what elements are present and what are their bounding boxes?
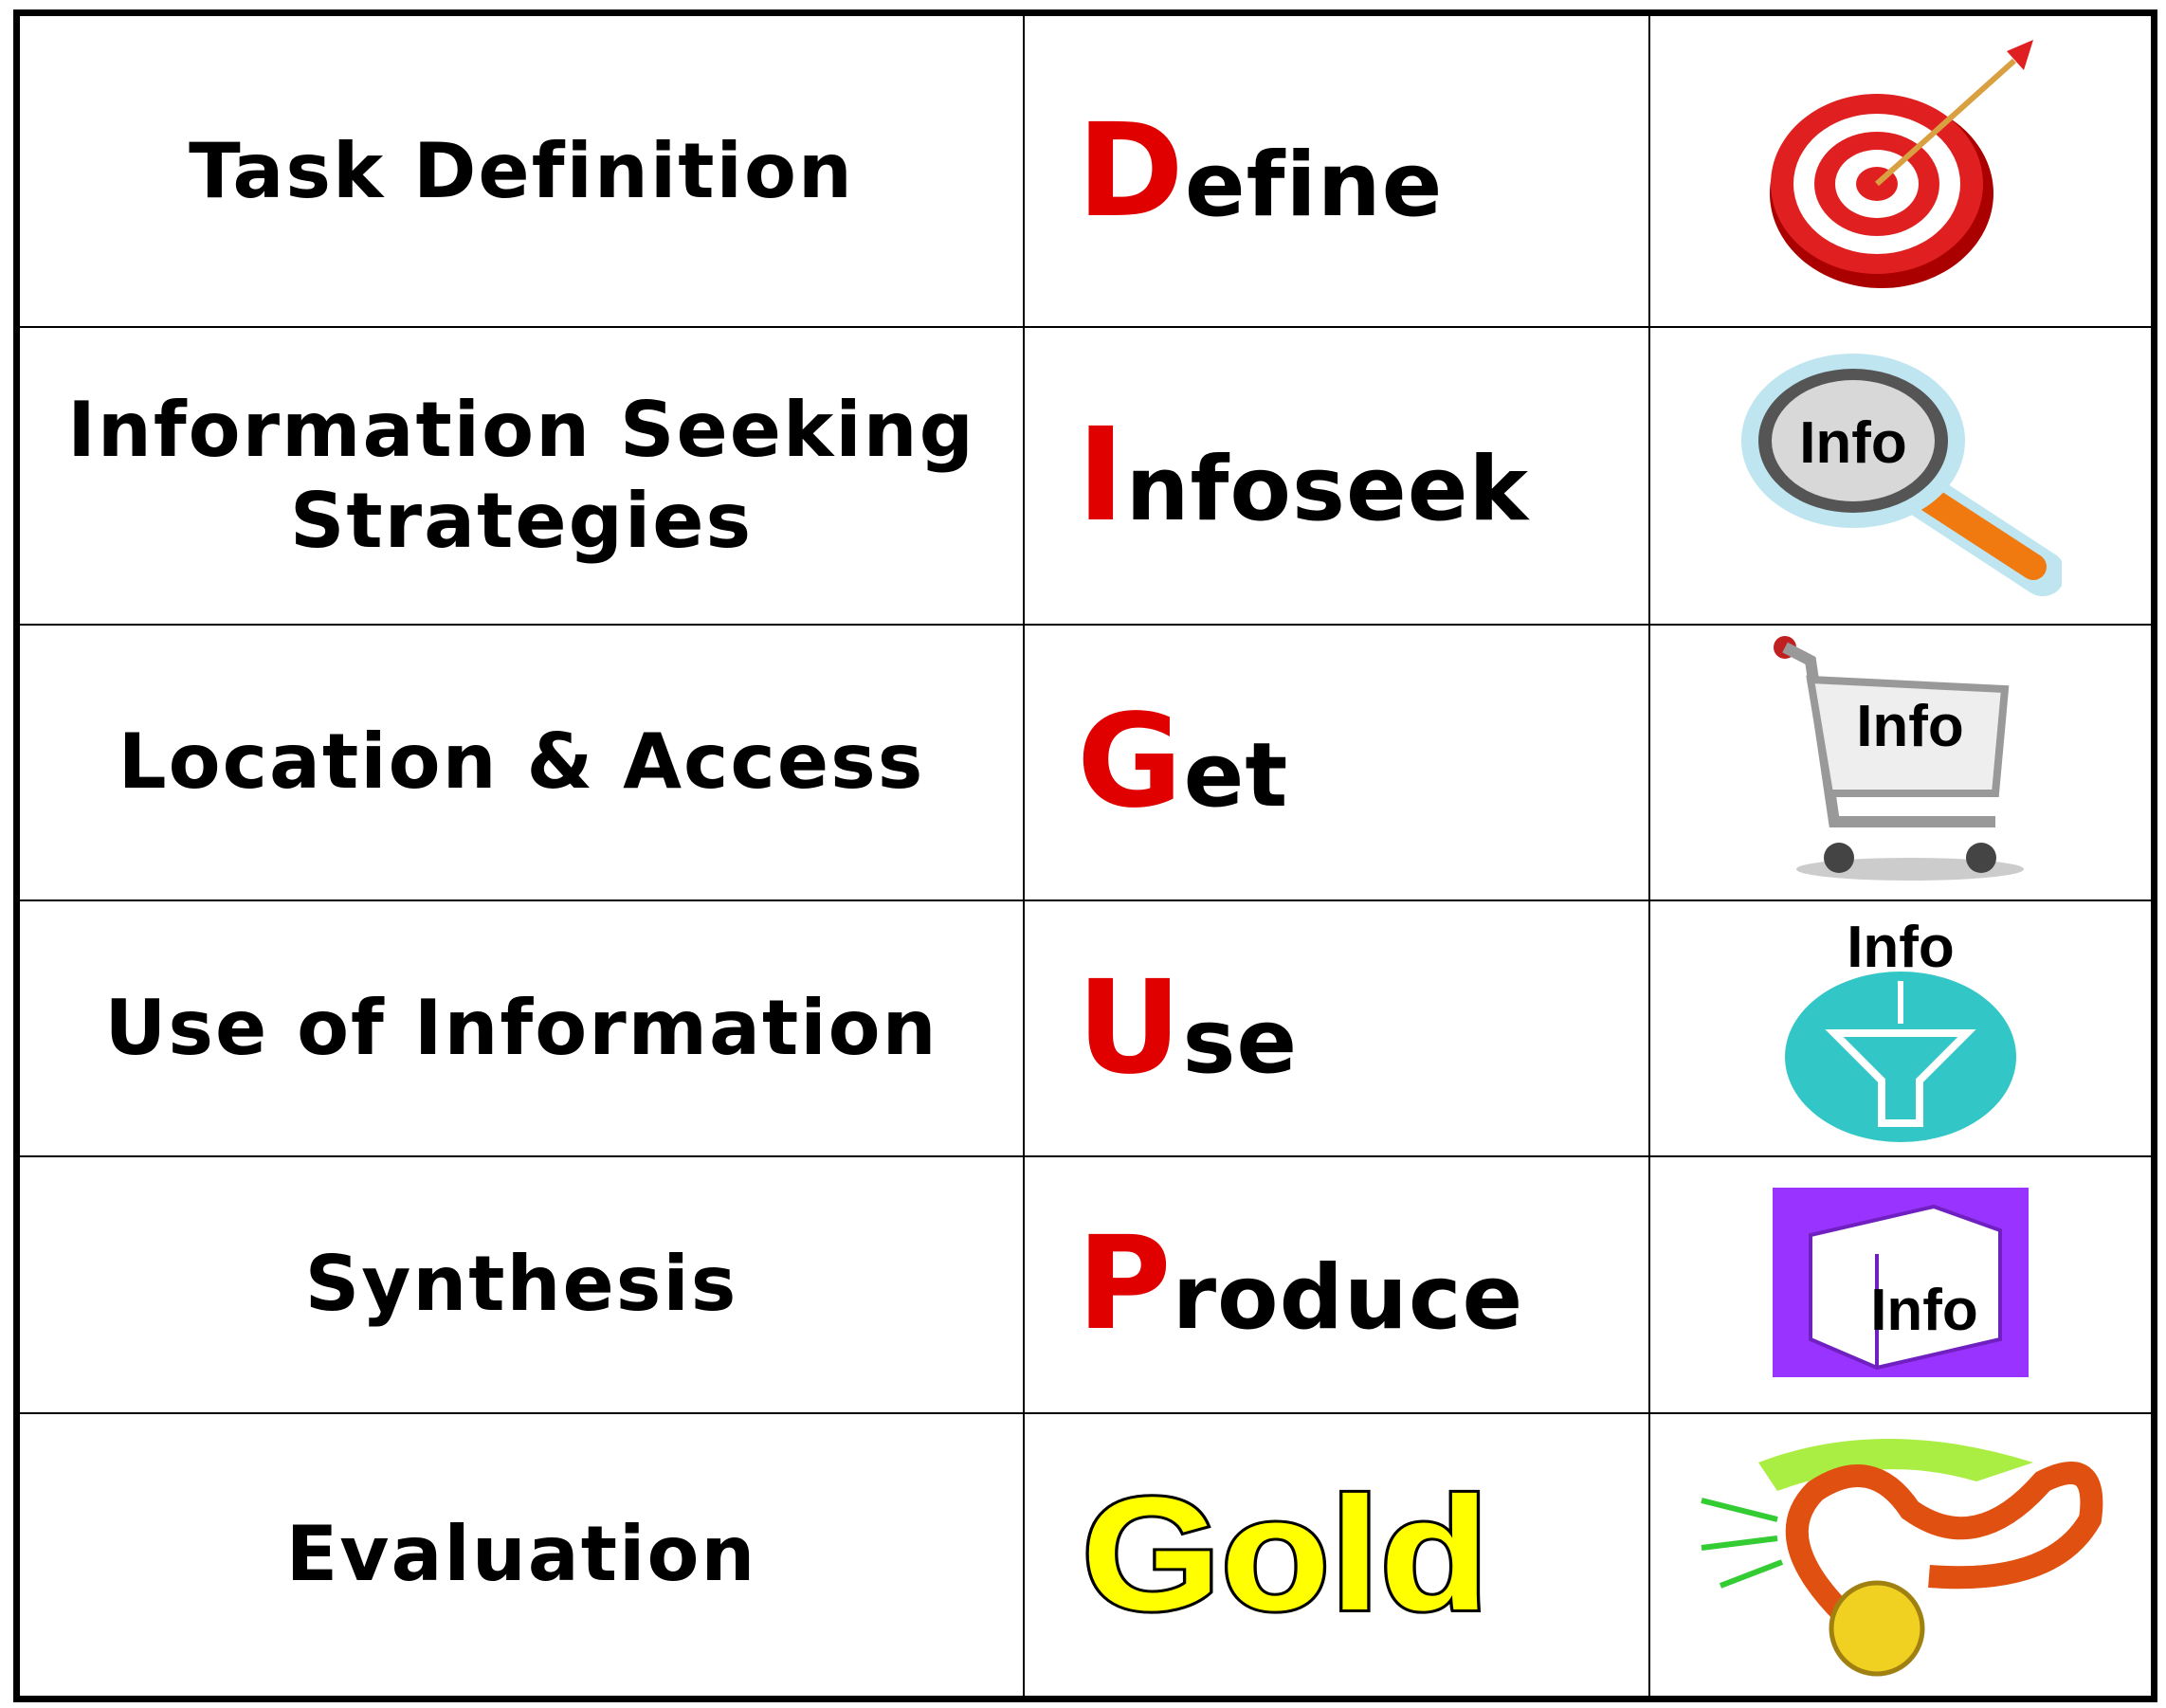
icon-cell [1648, 11, 2156, 329]
icon-cell: Info [1648, 1154, 2156, 1414]
icon-text: Info [1799, 410, 1907, 476]
gold-word: Gold [1079, 1462, 1492, 1647]
process: Evaluation [15, 1411, 1025, 1700]
process: Synthesis [15, 1154, 1025, 1414]
icon-cell: Info [1648, 899, 2156, 1157]
medal-icon [1701, 1439, 2103, 1677]
icon-shape [1829, 1580, 1925, 1677]
word: Use [1077, 953, 1299, 1103]
row: Evaluation Gold [15, 1411, 2156, 1700]
process: Information Seeking Strategies [15, 326, 1025, 626]
icon-cell [1648, 1411, 2156, 1700]
icon-shape [1758, 1439, 2033, 1492]
process: Location & Access [15, 623, 1025, 902]
icon-shape [1874, 58, 2017, 186]
word: Get [1077, 687, 1289, 838]
icon-shape [1701, 1535, 1778, 1552]
word: Produce [1077, 1209, 1524, 1360]
icon-shape [1772, 379, 1935, 501]
target-icon [1770, 39, 2033, 288]
icon-text: Info [1856, 694, 1964, 759]
box-icon: Info [1773, 1188, 2029, 1378]
word-cell: Define [1023, 11, 1650, 329]
word-cell: Use [1023, 899, 1650, 1157]
word: Define [1077, 96, 1444, 246]
row: Synthesis Produce Info [15, 1154, 2156, 1414]
word-cell: Get [1023, 623, 1650, 902]
funnel-icon: Info [1785, 915, 2016, 1143]
row: Information Seeking Strategies Infoseek … [15, 326, 2156, 626]
icon-shape [1906, 479, 2047, 580]
process: Task Definition [15, 11, 1025, 329]
icon-text: Info [1870, 1278, 1978, 1343]
icon-cell: Info [1648, 623, 2156, 902]
icon-shape [1785, 972, 2016, 1143]
icon-cell: Info [1648, 326, 2156, 626]
cart-icon: Info [1774, 636, 2024, 881]
icon-shape [1806, 676, 2010, 798]
process: Use of Information [15, 899, 1025, 1157]
word-cell: Produce [1023, 1154, 1650, 1414]
icon-shape [1809, 1205, 2002, 1371]
icon-shape [1966, 843, 1996, 874]
row: Location & Access Get Info [15, 623, 2156, 902]
word: Infoseek [1077, 400, 1529, 551]
word-cell: Gold [1023, 1411, 1650, 1700]
magnifier-icon: Info [1741, 353, 2066, 596]
big6-table: Task Definition Define Information Seeki… [13, 9, 2157, 1702]
icon-shape [2007, 39, 2033, 70]
word: Gold [1082, 1477, 1489, 1628]
word-cell: Infoseek [1023, 326, 1650, 626]
row: Use of Information Use Info [15, 899, 2156, 1157]
icon-shape [1719, 1559, 1784, 1590]
icon-shape [1796, 858, 2024, 881]
icon-shape [1785, 1462, 2103, 1623]
row: Task Definition Define [15, 11, 2156, 329]
icon-shape [1824, 843, 1854, 874]
icon-shape [1701, 1498, 1778, 1523]
icon-text: Info [1847, 915, 1955, 980]
icon-shape [1825, 1029, 1976, 1128]
